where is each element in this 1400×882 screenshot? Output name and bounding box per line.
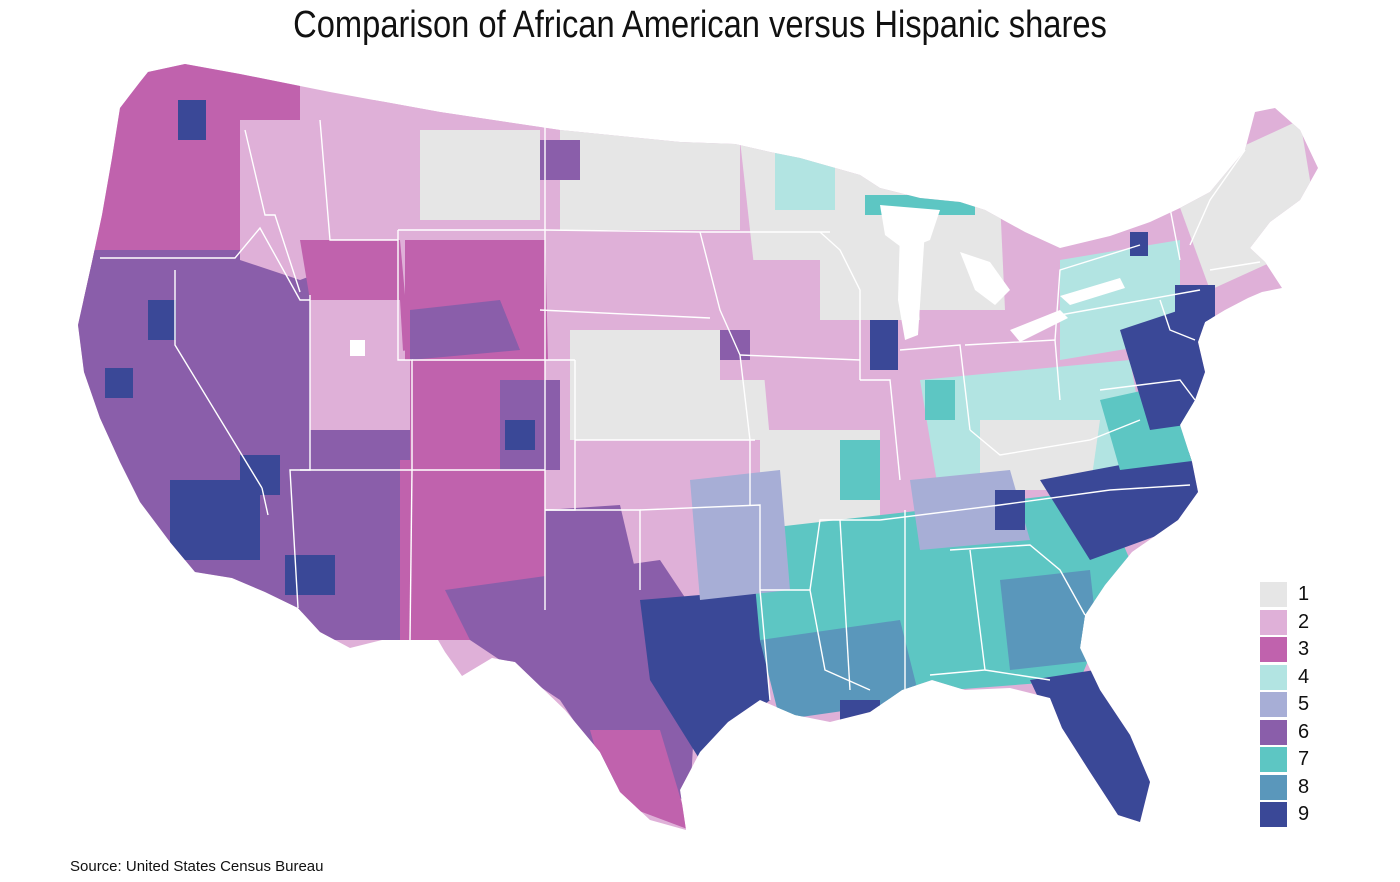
legend-item: 8 — [1260, 774, 1340, 802]
legend-label: 1 — [1298, 583, 1310, 605]
legend-item: 1 — [1260, 581, 1340, 609]
legend-swatch — [1260, 637, 1287, 662]
legend-swatch — [1260, 692, 1287, 717]
legend-item: 3 — [1260, 636, 1340, 664]
legend-label: 8 — [1298, 775, 1310, 798]
legend-item: 7 — [1260, 746, 1340, 774]
map-legend: 1 2 3 4 5 6 7 8 — [1260, 581, 1340, 829]
legend-label: 4 — [1298, 665, 1310, 688]
state-borders — [100, 119, 1261, 701]
legend-label: 5 — [1298, 693, 1310, 715]
legend-label: 7 — [1298, 748, 1310, 770]
source-note: Source: United States Census Bureau — [70, 858, 324, 875]
legend-swatch — [1260, 609, 1287, 635]
legend-swatch — [1260, 719, 1287, 745]
legend-item: 5 — [1260, 691, 1340, 719]
legend-swatch — [1260, 664, 1287, 690]
legend-item: 4 — [1260, 664, 1340, 692]
legend-item: 6 — [1260, 719, 1340, 747]
legend-swatch — [1260, 802, 1287, 827]
legend-label: 9 — [1298, 803, 1310, 825]
legend-label: 2 — [1298, 610, 1310, 633]
map-title: Comparison of African American versus Hi… — [293, 4, 1107, 46]
legend-label: 3 — [1298, 638, 1310, 660]
legend-swatch — [1260, 582, 1287, 607]
legend-item: 9 — [1260, 801, 1340, 829]
legend-item: 2 — [1260, 609, 1340, 637]
legend-label: 6 — [1298, 720, 1310, 743]
legend-swatch — [1260, 774, 1287, 800]
legend-swatch — [1260, 747, 1287, 772]
